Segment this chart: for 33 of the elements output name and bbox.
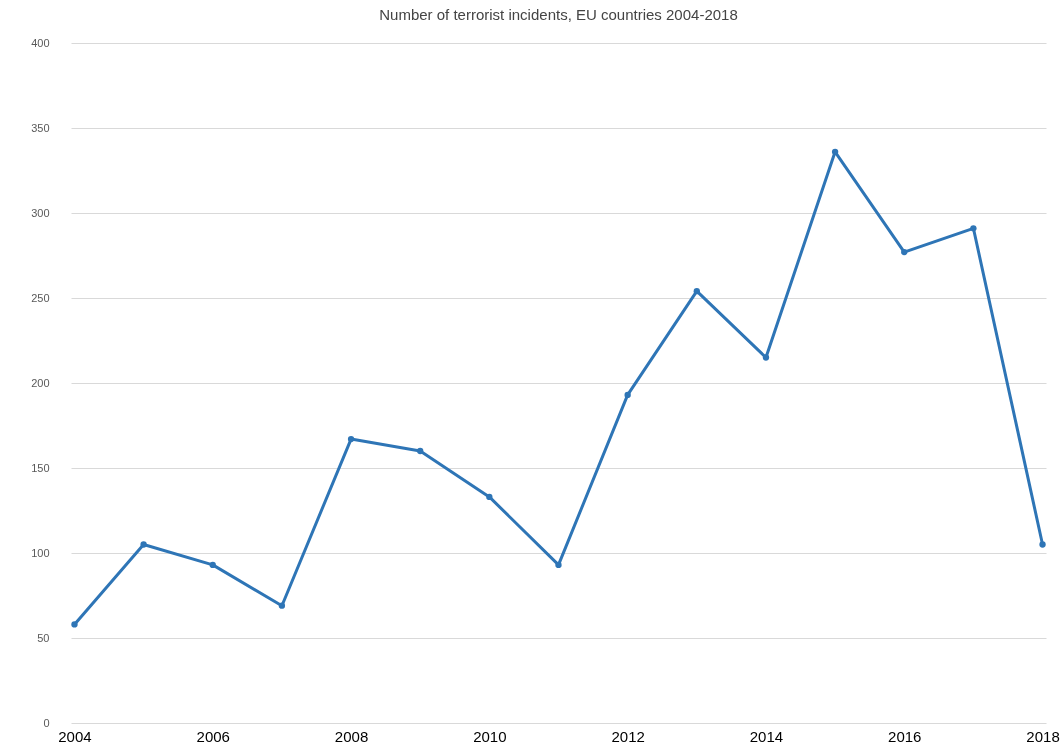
y-tick-label: 100	[31, 546, 50, 559]
point	[347, 435, 355, 443]
x-tick-label: 2008	[334, 727, 369, 745]
point	[486, 493, 493, 501]
chart-title: Number of terrorist incidents, EU countries 2004-2018	[379, 6, 738, 23]
point	[970, 225, 977, 232]
point	[209, 561, 216, 569]
point	[831, 148, 839, 155]
y-tick-label: 250	[31, 291, 50, 304]
y-tick-label: 350	[31, 121, 50, 134]
y-tick-label: 400	[31, 36, 50, 49]
point	[417, 447, 424, 455]
x-tick-label: 2012	[611, 727, 645, 745]
y-tick-label: 150	[31, 461, 50, 474]
point	[693, 288, 700, 295]
x-tick-label: 2018	[1026, 727, 1060, 745]
point	[555, 561, 562, 569]
point	[71, 621, 78, 628]
point	[901, 248, 908, 256]
point	[278, 602, 286, 609]
y-tick-label: 300	[31, 206, 50, 219]
x-tick-label: 2010	[473, 727, 507, 745]
x-tick-label: 2016	[888, 727, 922, 745]
point	[624, 391, 631, 399]
y-tick-label: 200	[31, 376, 50, 389]
x-tick-label: 2004	[58, 727, 92, 745]
y-tick-label: 0	[43, 716, 50, 729]
point	[1039, 541, 1046, 548]
point	[762, 354, 770, 361]
x-tick-label: 2014	[749, 727, 784, 745]
x-tick-label: 2006	[196, 727, 230, 745]
y-tick-label: 50	[37, 631, 50, 644]
point	[140, 541, 147, 548]
